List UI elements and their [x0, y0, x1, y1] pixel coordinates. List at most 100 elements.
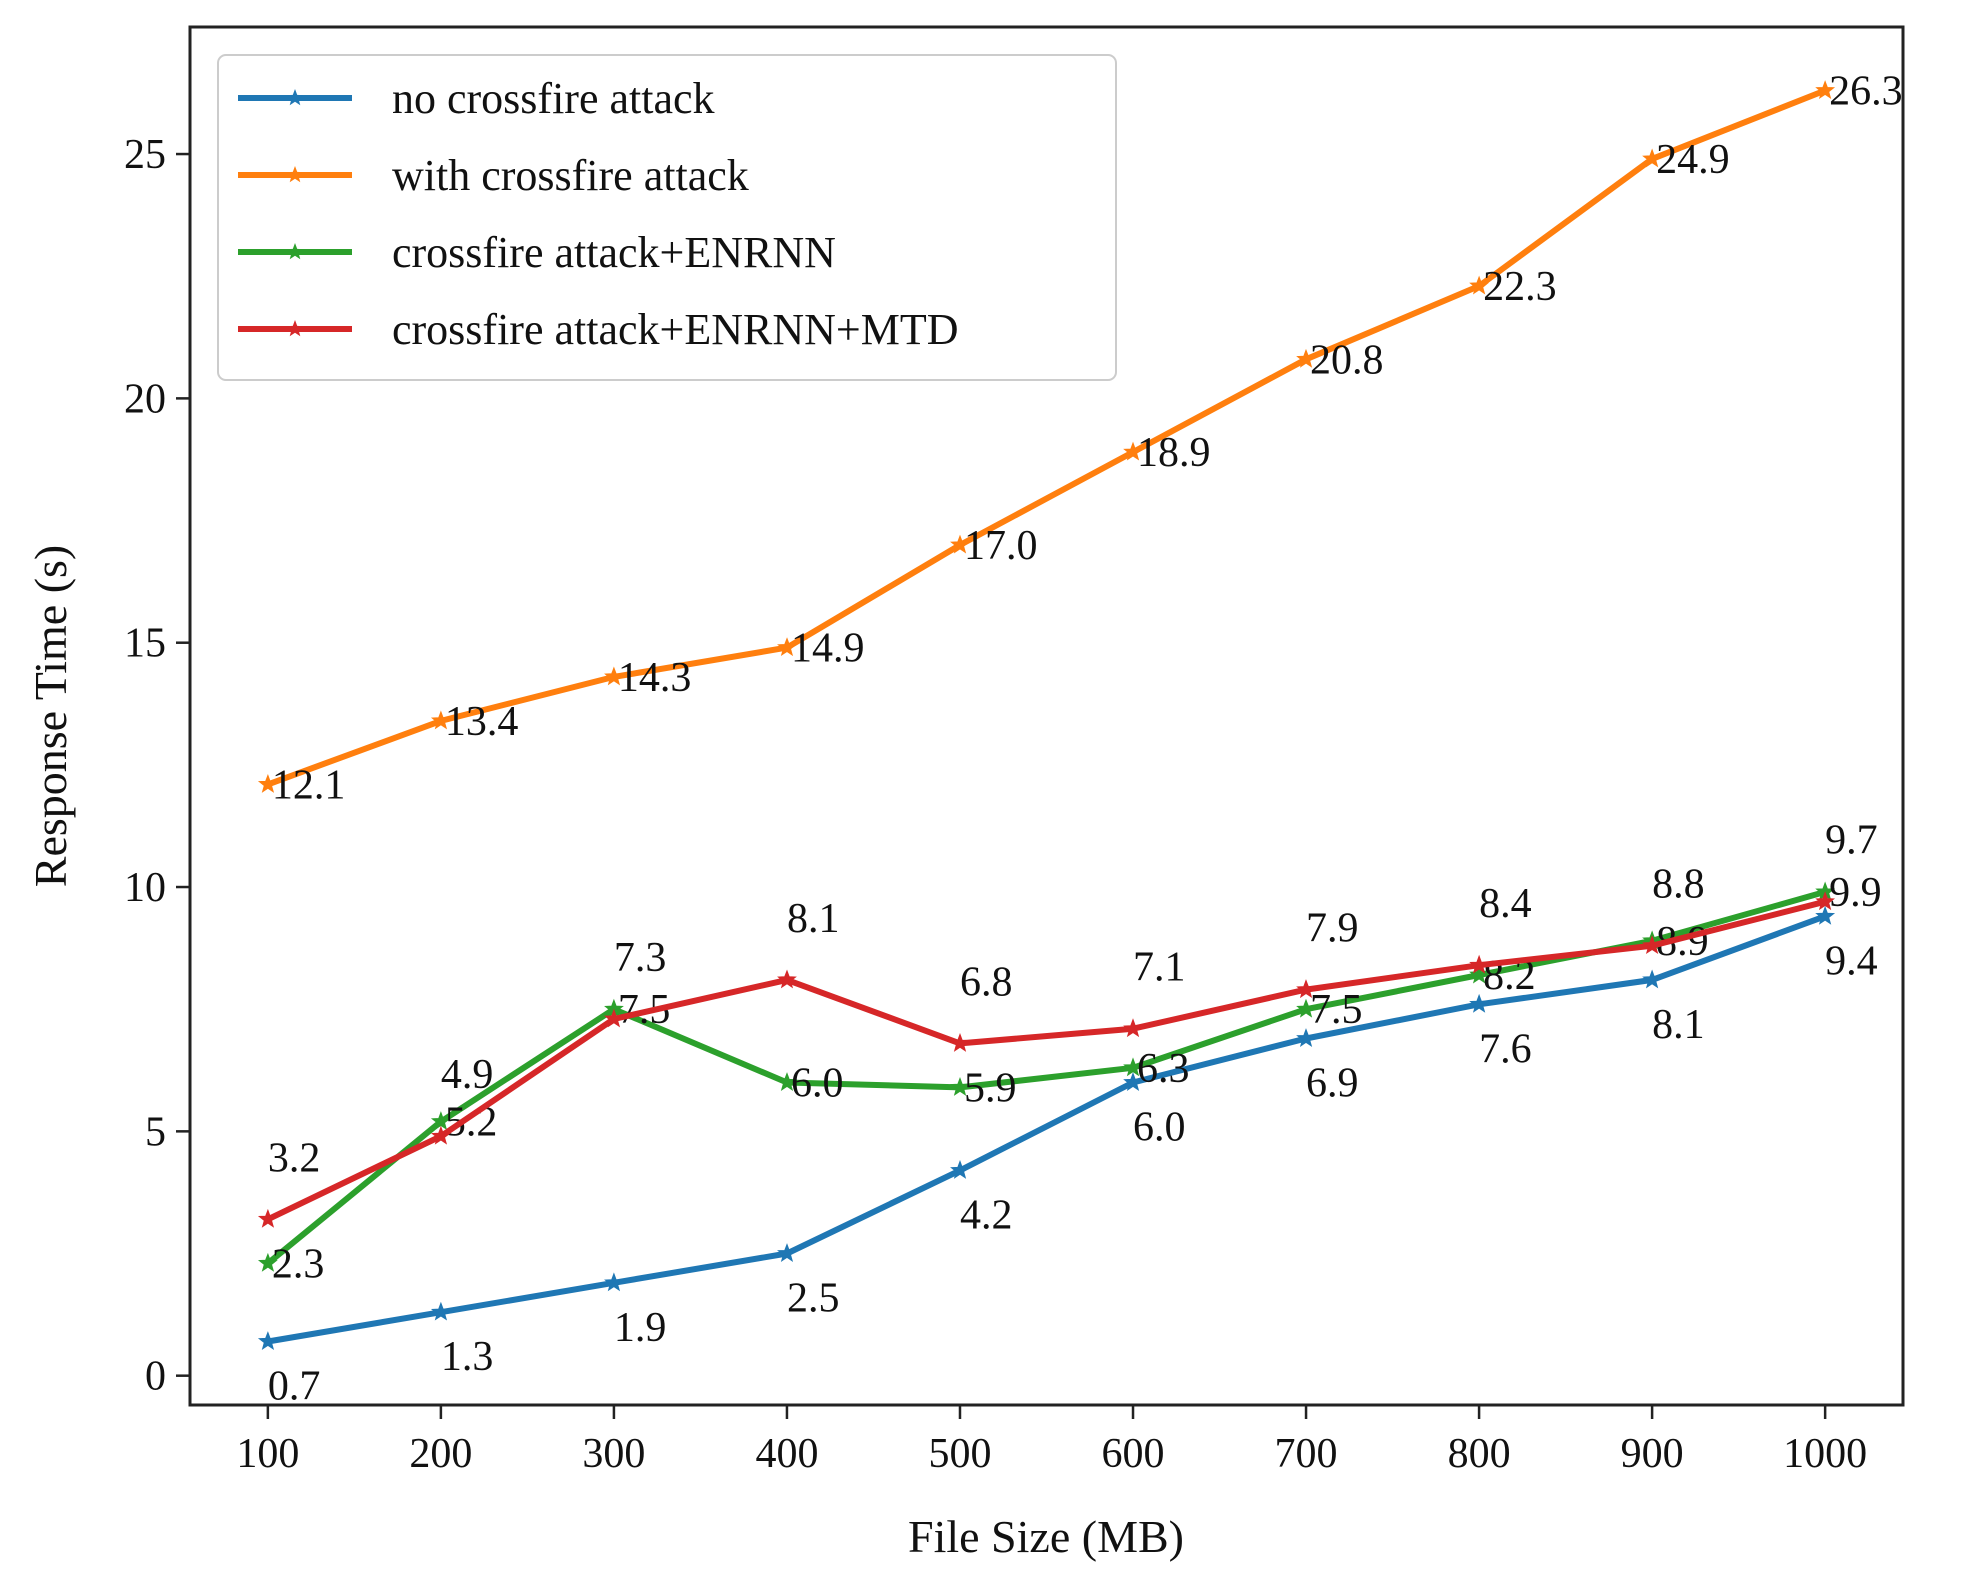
data-label: 6.0 [791, 1060, 844, 1106]
data-point [1296, 1028, 1316, 1047]
x-tick-label: 200 [409, 1431, 472, 1477]
data-point [604, 1008, 624, 1028]
y-tick-label: 25 [124, 132, 166, 178]
legend: no crossfire attack with crossfire attack… [217, 54, 1117, 381]
data-label: 7.9 [1306, 906, 1359, 952]
data-point [777, 969, 797, 989]
data-label: 8.4 [1479, 881, 1532, 927]
plot-area: 0.7 1.3 1.9 2.5 4.2 6.0 6.9 7.6 8.1 9.4 12.1 13.4 14… [257, 69, 1903, 1409]
x-tick-label: 400 [755, 1431, 818, 1477]
data-label: 2.5 [787, 1276, 840, 1322]
data-label: 17.0 [964, 523, 1038, 569]
legend-label: crossfire attack+ENRNN+MTD [392, 305, 958, 354]
data-point [1642, 969, 1663, 989]
series-line [264, 913, 1829, 1345]
legend-marker [286, 166, 304, 183]
data-label: 13.4 [445, 699, 518, 745]
data-label: 18.9 [1137, 430, 1211, 476]
data-label: 1.3 [441, 1334, 494, 1380]
data-label: 8.1 [787, 896, 840, 942]
data-label: 1.9 [614, 1305, 667, 1351]
data-point [1123, 441, 1143, 461]
x-tick-label: 500 [928, 1431, 991, 1477]
x-axis-title: File Size (MB) [908, 1511, 1184, 1562]
data-label: 22.3 [1483, 264, 1557, 310]
data-label: 12.1 [272, 762, 346, 808]
data-point [430, 710, 451, 730]
data-point [950, 1159, 970, 1179]
data-point [1815, 80, 1836, 99]
data-point [777, 1243, 797, 1262]
data-point [950, 534, 970, 554]
legend-box [217, 54, 1117, 381]
y-tick-label: 15 [124, 621, 166, 667]
data-point [257, 1208, 278, 1228]
data-point [257, 1331, 278, 1350]
data-point [1469, 993, 1489, 1013]
data-point [950, 1032, 970, 1052]
data-point [1296, 348, 1316, 368]
data-point [1296, 979, 1316, 999]
x-tick-label: 700 [1275, 1431, 1338, 1477]
legend-item: crossfire attack+ENRNN [238, 228, 836, 277]
data-point [604, 1272, 624, 1292]
data-label: 20.8 [1310, 337, 1384, 383]
data-point [257, 1252, 278, 1272]
data-point [1469, 275, 1489, 295]
data-label: 6.3 [1137, 1046, 1190, 1092]
legend-marker [286, 320, 304, 337]
data-label: 26.3 [1829, 69, 1903, 115]
data-point [1642, 148, 1663, 168]
data-point [1815, 905, 1836, 925]
data-label: 6.0 [1133, 1104, 1186, 1150]
legend-label: with crossfire attack [392, 151, 749, 200]
data-label: 8.8 [1652, 862, 1705, 908]
data-point [430, 1301, 451, 1321]
series-line [264, 898, 1829, 1223]
data-point [1123, 1018, 1143, 1038]
data-label: 9.9 [1829, 870, 1882, 916]
y-axis: 0 5 10 15 20 25 [124, 132, 190, 1400]
data-point [1469, 964, 1489, 984]
data-point [430, 1125, 451, 1145]
data-label: 9.7 [1825, 818, 1878, 864]
data-label: 9.4 [1825, 938, 1878, 984]
data-label: 24.9 [1656, 137, 1730, 183]
x-tick-label: 800 [1448, 1431, 1511, 1477]
data-label: 7.6 [1479, 1026, 1532, 1072]
legend-item: crossfire attack+ENRNN+MTD [238, 305, 958, 354]
x-tick-label: 900 [1621, 1431, 1684, 1477]
y-tick-label: 5 [145, 1109, 166, 1155]
data-point [430, 1111, 451, 1131]
data-point [257, 773, 278, 793]
x-tick-label: 1000 [1783, 1431, 1867, 1477]
data-label: 7.1 [1133, 945, 1186, 991]
data-point [950, 1076, 970, 1096]
legend-item: no crossfire attack [238, 74, 715, 123]
data-point [1469, 954, 1489, 974]
data-label: 14.9 [791, 626, 865, 672]
data-label: 3.2 [268, 1135, 321, 1181]
series-line [264, 87, 1829, 788]
data-point [1642, 935, 1663, 955]
x-tick-label: 100 [236, 1431, 299, 1477]
data-point [1815, 891, 1836, 911]
data-label: 4.2 [960, 1192, 1013, 1238]
x-tick-label: 300 [582, 1431, 645, 1477]
y-tick-label: 0 [145, 1354, 166, 1400]
data-point [777, 637, 797, 657]
data-label: 14.3 [618, 655, 692, 701]
x-axis: 100 200 300 400 500 600 700 800 900 1000 [236, 1405, 1867, 1477]
data-label: 2.3 [272, 1241, 325, 1287]
legend-label: no crossfire attack [392, 74, 715, 123]
series-1: 0.7 1.3 1.9 2.5 4.2 6.0 6.9 7.6 8.1 9.4 [257, 905, 1878, 1409]
series-4: 3.2 4.9 7.3 8.1 6.8 7.1 7.9 8.4 8.8 9.7 [257, 818, 1878, 1228]
legend-marker [286, 243, 304, 260]
data-label: 4.9 [441, 1052, 494, 1098]
data-label: 6.9 [1306, 1061, 1359, 1107]
data-label: 5.9 [964, 1065, 1017, 1111]
data-label: 7.5 [1310, 987, 1363, 1033]
data-label: 7.3 [614, 935, 667, 981]
legend-item: with crossfire attack [238, 151, 749, 200]
